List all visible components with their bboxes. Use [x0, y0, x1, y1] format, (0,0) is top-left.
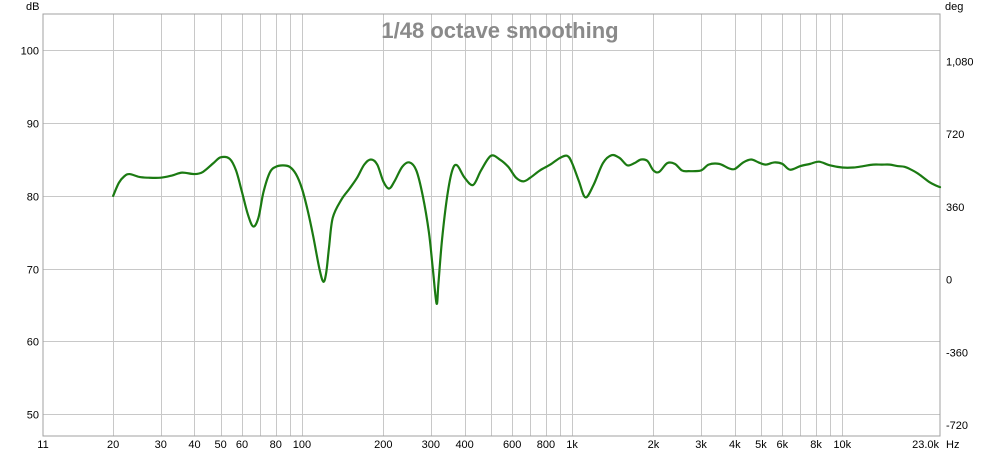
y-tick-label-60: 60 — [27, 337, 39, 349]
x-tick-label-11: 11 — [37, 439, 48, 451]
x-tick-label-3k: 3k — [695, 439, 707, 451]
y2-axis-unit-label: deg — [945, 1, 963, 13]
series-line-0 — [112, 153, 942, 305]
x-tick-label-10k: 10k — [833, 439, 851, 451]
grid-layer — [43, 14, 940, 436]
x-tick-label-800: 800 — [537, 439, 555, 451]
x-tick-label-300: 300 — [422, 439, 440, 451]
series-layer — [112, 153, 942, 305]
y-tick-label-100: 100 — [21, 46, 39, 58]
x-tick-label-5k: 5k — [755, 439, 767, 451]
x-tick-label-400: 400 — [455, 439, 473, 451]
y2-tick-label-720: 720 — [946, 129, 964, 141]
x-tick-label-6k: 6k — [777, 439, 789, 451]
x-tick-label-4k: 4k — [729, 439, 741, 451]
y2-tick-label-0: 0 — [946, 275, 952, 287]
x-tick-label-200: 200 — [374, 439, 392, 451]
x-tick-label-8k: 8k — [810, 439, 822, 451]
x-tick-label-50: 50 — [215, 439, 227, 451]
x-tick-label-80: 80 — [270, 439, 282, 451]
chart-title: 1/48 octave smoothing — [381, 18, 618, 43]
y-axis-unit-label: dB — [26, 1, 39, 13]
y2-tick-label--720: -720 — [946, 420, 968, 432]
y-tick-label-50: 50 — [27, 410, 39, 422]
x-tick-label-1k: 1k — [566, 439, 578, 451]
x-axis-unit-label: Hz — [946, 439, 959, 451]
y-tick-label-70: 70 — [27, 265, 39, 277]
y-tick-label-90: 90 — [27, 119, 39, 131]
x-tick-label-60: 60 — [236, 439, 248, 451]
label-layer: 11 20 30 40 50 60 80 100 200 300 400 600 800 1k 2k 3k 4k… — [21, 46, 974, 452]
y-tick-label-80: 80 — [27, 192, 39, 204]
plot-frame — [42, 13, 941, 437]
y2-tick-label-360: 360 — [946, 202, 964, 214]
x-tick-label-30: 30 — [155, 439, 167, 451]
x-tick-label-100: 100 — [293, 439, 311, 451]
x-tick-label-40: 40 — [188, 439, 200, 451]
x-tick-label-20: 20 — [107, 439, 119, 451]
x-tick-label-2k: 2k — [648, 439, 660, 451]
x-tick-label-23.0k: 23.0k — [912, 439, 939, 451]
y2-tick-label--360: -360 — [946, 347, 968, 359]
y2-tick-label-1,080: 1,080 — [946, 56, 974, 68]
x-tick-label-600: 600 — [503, 439, 521, 451]
